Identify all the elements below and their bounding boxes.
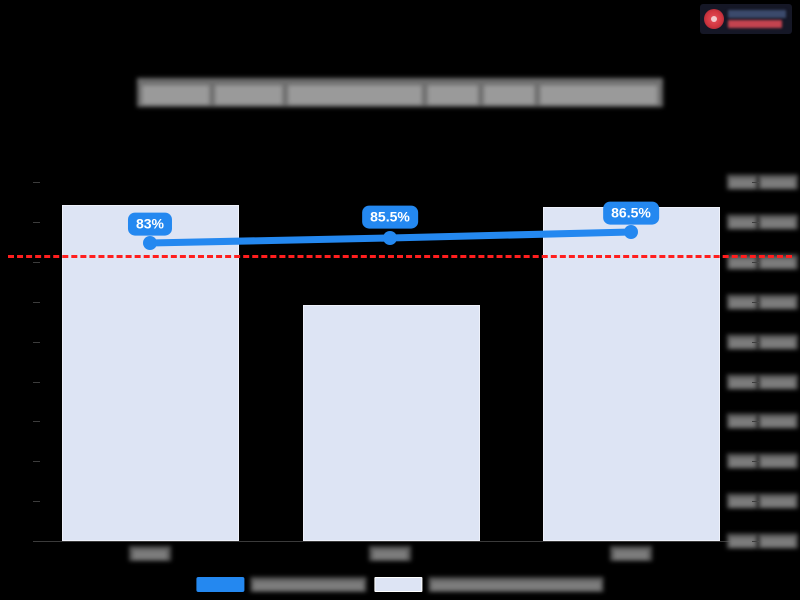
logo-wordmark-line-2 [728,20,782,28]
y-axis-left-label: ▆▆▆ [726,453,758,469]
y-axis-right-label: ▆▆▆▆ [758,533,798,549]
y-axis-left-label: ▆▆▆ [726,254,758,270]
y-axis-left-tick [33,342,40,343]
chart-legend: ▆▆▆▆▆▆▆▆▆▆▆▆▆ ▆▆▆▆▆▆▆▆▆▆▆▆▆▆▆▆▆▆▆▆ [190,572,609,596]
legend-swatch-line-icon [196,576,245,592]
y-axis-left-tick [33,222,40,223]
bar-series-point[interactable] [62,205,239,541]
y-axis-left-tick [33,262,40,263]
brand-logo [700,4,792,34]
bar-series-point[interactable] [303,305,480,541]
y-axis-right-tick [752,541,759,542]
x-axis-category-label: ▆▆▆▆ [129,546,171,561]
y-axis-right-label: ▆▆▆▆ [758,254,798,270]
y-axis-left-label: ▆▆▆ [726,214,758,230]
legend-swatch-bar-icon [374,576,423,592]
y-axis-left-tick [33,501,40,502]
x-axis-line [40,541,752,542]
legend-item-bar-series[interactable]: ▆▆▆▆▆▆▆▆▆▆▆▆▆▆▆▆▆▆▆▆ [374,576,604,592]
y-axis-left-label: ▆▆▆ [726,533,758,549]
y-axis-left-label: ▆▆▆ [726,174,758,190]
chart-title-text: ▆▆▆▆ ▆▆▆▆ ▆▆▆▆▆▆▆▆ ▆▆▆ ▆▆▆ ▆▆▆▆▆▆▆ [136,78,664,107]
data-label: 85.5% [362,205,418,229]
y-axis-right-tick [752,302,759,303]
y-axis-left-tick [33,302,40,303]
y-axis-right-label: ▆▆▆▆ [758,493,798,509]
y-axis-right-label: ▆▆▆▆ [758,453,798,469]
chart-title: ▆▆▆▆ ▆▆▆▆ ▆▆▆▆▆▆▆▆ ▆▆▆ ▆▆▆ ▆▆▆▆▆▆▆ [0,78,800,107]
legend-label: ▆▆▆▆▆▆▆▆▆▆▆▆▆ [250,576,367,592]
plot-area [40,182,750,541]
y-axis-left-label: ▆▆▆ [726,334,758,350]
logo-mark-icon [704,9,724,29]
data-label: 86.5% [603,201,659,225]
y-axis-right-tick [752,382,759,383]
y-axis-left-tick [33,421,40,422]
y-axis-right-label: ▆▆▆▆ [758,334,798,350]
bar-series-point[interactable] [543,207,720,541]
x-axis-category-label: ▆▆▆▆ [369,546,411,561]
x-axis-category-label: ▆▆▆▆ [610,546,652,561]
legend-label: ▆▆▆▆▆▆▆▆▆▆▆▆▆▆▆▆▆▆▆▆ [428,576,604,592]
y-axis-right-label: ▆▆▆▆ [758,374,798,390]
y-axis-left-tick [33,382,40,383]
y-axis-right-label: ▆▆▆▆ [758,174,798,190]
data-label: 83% [127,212,173,236]
y-axis-right-tick [752,222,759,223]
y-axis-left-tick [33,461,40,462]
y-axis-right-tick [752,262,759,263]
target-reference-line [8,255,792,258]
logo-wordmark [728,10,786,28]
y-axis-left-label: ▆▆▆ [726,374,758,390]
y-axis-left-tick [33,541,40,542]
y-axis-left-label: ▆▆▆ [726,493,758,509]
y-axis-right-tick [752,182,759,183]
y-axis-right-label: ▆▆▆▆ [758,294,798,310]
legend-item-line-series[interactable]: ▆▆▆▆▆▆▆▆▆▆▆▆▆ [196,576,367,592]
y-axis-right-tick [752,342,759,343]
y-axis-right-tick [752,421,759,422]
y-axis-left-label: ▆▆▆ [726,294,758,310]
y-axis-left-tick [33,182,40,183]
y-axis-right-label: ▆▆▆▆ [758,214,798,230]
y-axis-right-tick [752,461,759,462]
logo-wordmark-line-1 [728,10,786,18]
y-axis-right-tick [752,501,759,502]
y-axis-right-label: ▆▆▆▆ [758,413,798,429]
y-axis-left-label: ▆▆▆ [726,413,758,429]
